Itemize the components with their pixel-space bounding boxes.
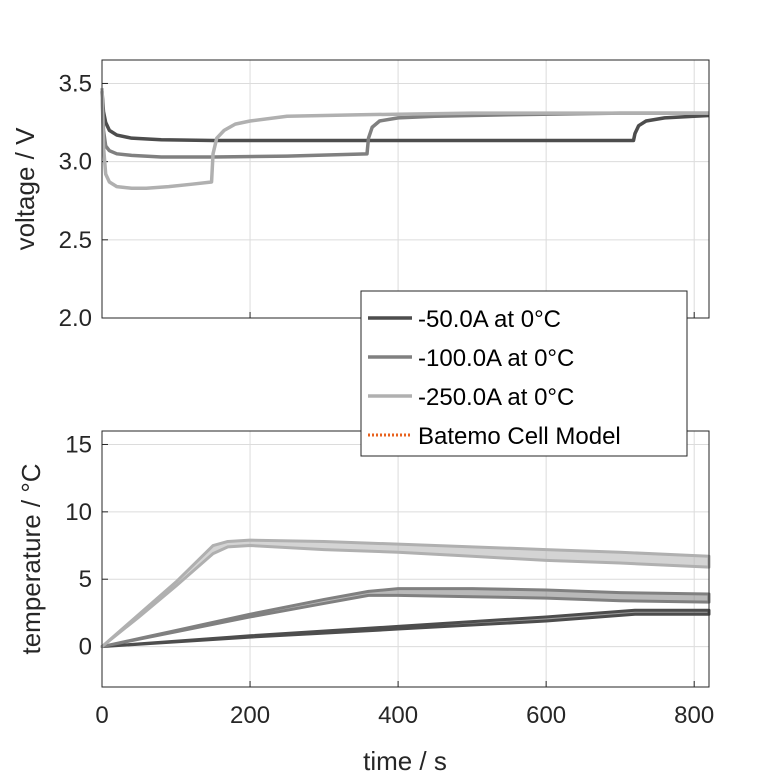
legend-label-3: Batemo Cell Model bbox=[418, 423, 621, 450]
temperature-ytick-label: 15 bbox=[65, 431, 92, 458]
temperature-ytick-label: 10 bbox=[65, 499, 92, 526]
voltage-ytick-label: 3.0 bbox=[59, 149, 92, 176]
voltage-y-axis-label: voltage / V bbox=[10, 127, 40, 251]
voltage-series-line-1 bbox=[100, 91, 709, 159]
voltage-series-group bbox=[100, 88, 710, 190]
legend-entries: -50.0A at 0°C -100.0A at 0°C -250.0A at 0°… bbox=[368, 306, 621, 450]
temperature-xtick-label: 400 bbox=[378, 702, 418, 729]
legend-label-1: -100.0A at 0°C bbox=[418, 345, 574, 372]
temperature-xtick-label: 600 bbox=[526, 702, 566, 729]
temperature-xtick-label: 200 bbox=[230, 702, 270, 729]
temperature-y-ticks: 0 5 10 15 bbox=[65, 431, 92, 660]
temperature-ytick-label: 0 bbox=[79, 634, 92, 661]
temperature-panel: 0 5 10 15 0 200 400 600 800 temperature / °C ti… bbox=[16, 430, 714, 776]
legend-box bbox=[360, 290, 688, 457]
legend-label-0: -50.0A at 0°C bbox=[418, 306, 561, 333]
temperature-xtick-label: 0 bbox=[95, 702, 108, 729]
voltage-ytick-label: 3.5 bbox=[59, 70, 92, 97]
temperature-x-ticks: 0 200 400 600 800 bbox=[95, 702, 714, 729]
voltage-series-line-0 bbox=[100, 91, 710, 143]
voltage-ytick-label: 2.5 bbox=[59, 227, 92, 254]
voltage-series-line-2 bbox=[100, 88, 709, 190]
legend: -50.0A at 0°C -100.0A at 0°C -250.0A at 0°… bbox=[360, 290, 688, 457]
temperature-y-axis-label: temperature / °C bbox=[16, 463, 46, 654]
temperature-xtick-label: 800 bbox=[674, 702, 714, 729]
temperature-ytick-label: 5 bbox=[79, 566, 92, 593]
voltage-panel: 2.0 2.5 3.0 3.5 voltage / V bbox=[10, 59, 710, 332]
temperature-x-axis-label: time / s bbox=[363, 746, 447, 776]
legend-label-2: -250.0A at 0°C bbox=[418, 384, 574, 411]
voltage-y-ticks: 2.0 2.5 3.0 3.5 bbox=[59, 70, 92, 332]
voltage-ytick-label: 2.0 bbox=[59, 305, 92, 332]
